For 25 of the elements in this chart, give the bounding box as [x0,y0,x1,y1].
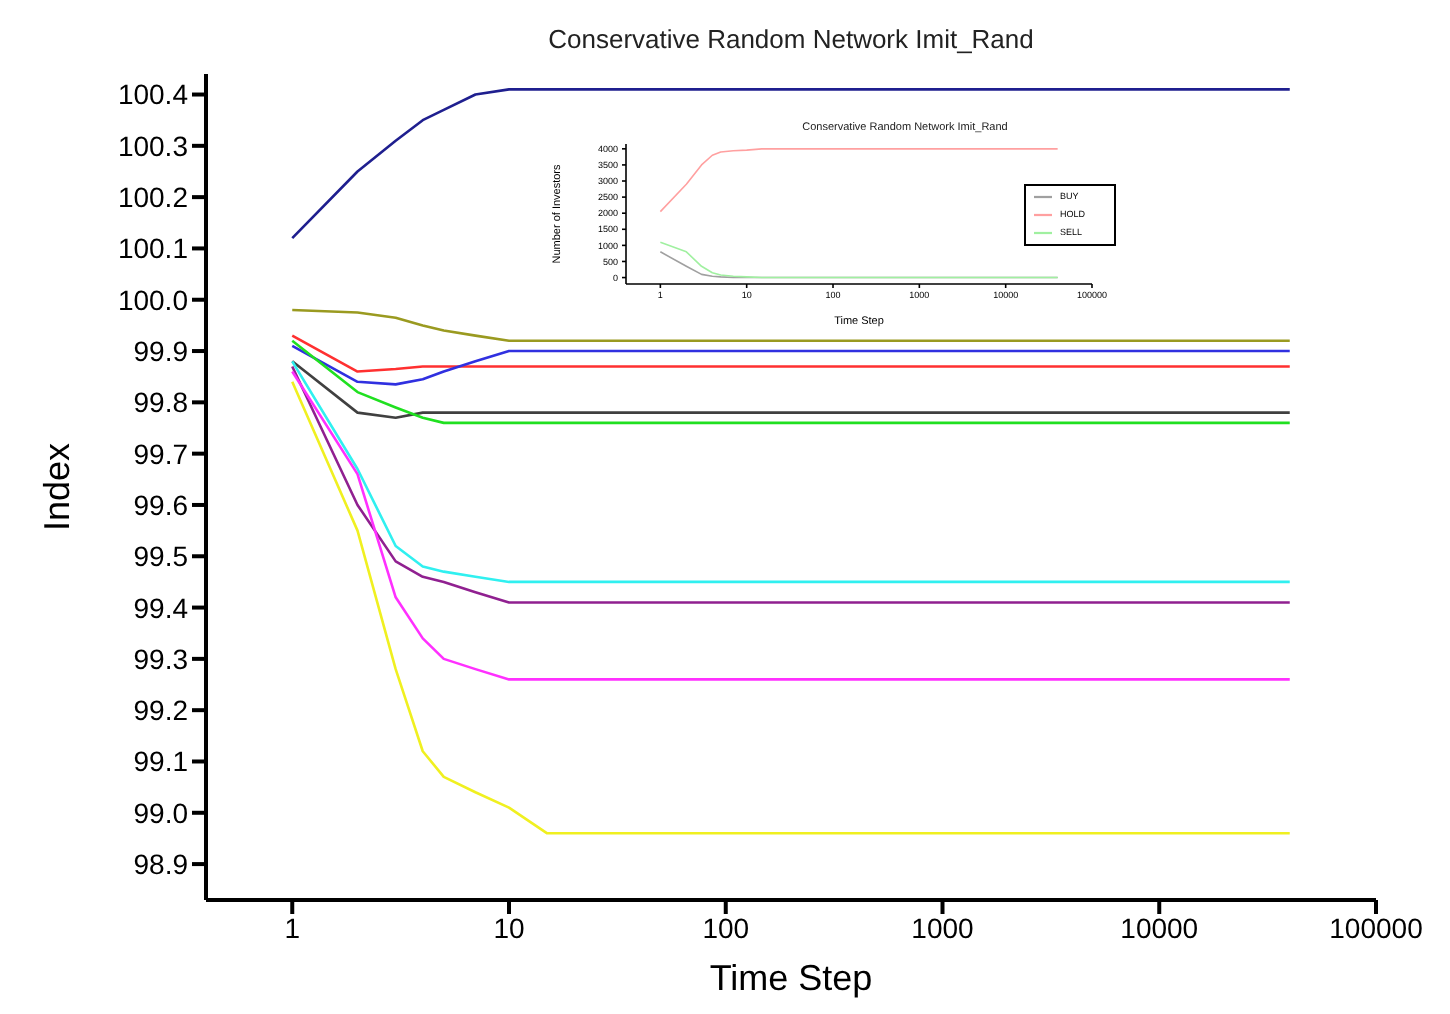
y-tick-label: 100.3 [117,129,189,162]
y-axis-title: Index [36,442,77,532]
y-tick-label: 100.0 [117,283,189,316]
y-tick-label: 99.9 [133,334,189,367]
y-tick-label: 99.0 [133,796,189,829]
x-tick-label: 100 [702,911,750,944]
x-tick-label: 1 [284,911,301,944]
y-tick-label: 99.5 [133,540,189,573]
y-tick-label: 99.3 [133,642,189,675]
y-tick-label: 98.9 [133,848,189,881]
y-tick-label: 100.4 [117,78,189,111]
y-tick-label: 99.1 [133,745,189,778]
x-tick-label: 100000 [1329,911,1424,944]
y-tick-label: 100.1 [117,232,189,265]
y-tick-label: 99.4 [133,591,189,624]
x-tick-label: 1000 [911,911,975,944]
x-tick-label: 10000 [1120,911,1199,944]
y-tick-label: 99.7 [133,437,189,470]
x-axis-title: Time Step [709,958,873,998]
y-tick-label: 99.8 [133,386,189,419]
y-tick-label: 100.2 [117,181,189,214]
chart-title: Conservative Random Network Imit_Rand [546,24,1036,54]
x-tick-label: 10 [493,911,525,944]
y-tick-label: 99.6 [133,488,189,521]
y-tick-label: 99.2 [133,694,189,727]
